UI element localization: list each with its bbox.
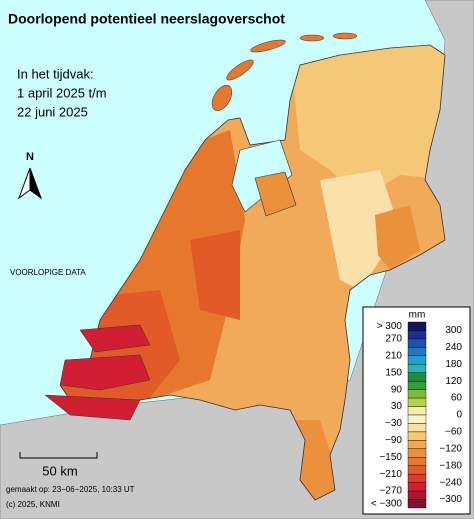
legend-label: 300	[445, 325, 462, 336]
north-arrow	[29, 167, 43, 200]
legend-label: −300	[439, 494, 462, 505]
legend-label: 270	[385, 334, 402, 345]
legend-label: −150	[379, 452, 402, 463]
legend-label: −90	[385, 435, 402, 446]
legend-swatch	[407, 457, 427, 466]
legend-swatch	[407, 440, 427, 450]
island	[299, 34, 325, 42]
legend-swatch	[407, 355, 427, 365]
legend-label: 90	[391, 384, 403, 395]
legend-label: −240	[439, 477, 462, 488]
legend-label: −120	[439, 443, 462, 454]
legend-swatch	[407, 482, 427, 492]
legend-label: < −300	[371, 498, 403, 509]
zeeland	[44, 324, 151, 421]
legend-swatch	[407, 372, 427, 382]
island	[59, 354, 151, 391]
footer-line: (c) 2025, KNMI	[6, 500, 60, 509]
period-line: In het tijdvak:	[17, 66, 94, 81]
legend-label: 30	[391, 401, 403, 412]
legend-swatch	[407, 423, 427, 433]
north-label: N	[26, 151, 34, 163]
scale-bar	[19, 452, 98, 459]
legend-swatch	[407, 414, 427, 424]
legend-label: −180	[439, 460, 462, 471]
legend-label: 0	[456, 410, 462, 421]
legend-label: 150	[385, 367, 402, 378]
period-line: 1 april 2025 t/m	[17, 85, 107, 100]
legend-swatch	[407, 347, 427, 357]
legend-swatch	[407, 321, 427, 331]
region-fill	[375, 205, 420, 270]
legend-label: 120	[445, 376, 462, 387]
legend-swatch	[407, 389, 427, 399]
legend-label: 210	[385, 350, 402, 361]
period-line: 22 juni 2025	[17, 104, 88, 119]
island	[211, 84, 233, 112]
flevoland	[254, 171, 297, 217]
title: Doorlopend potentieel neerslagoverschot	[8, 11, 285, 27]
island	[250, 39, 286, 53]
legend-swatch	[407, 465, 427, 475]
legend-label: −30	[385, 418, 402, 429]
region-fill	[190, 230, 240, 320]
island	[44, 394, 141, 421]
legend-swatch	[407, 448, 427, 458]
region-fill	[290, 45, 445, 200]
legend-swatch	[407, 380, 427, 390]
legend-label: −210	[379, 469, 402, 480]
legend-swatch	[407, 490, 427, 500]
legend-swatch	[407, 397, 427, 407]
footer-line: gemaakt op: 23−06−2025, 10:33 UT	[6, 485, 135, 494]
legend-swatch	[407, 473, 427, 483]
islands	[211, 32, 358, 112]
notice: VOORLOPIGE DATA	[10, 268, 86, 277]
legend-label: > 300	[377, 321, 403, 332]
legend-label: −60	[445, 427, 462, 438]
scale-label: 50 km	[42, 463, 77, 478]
legend: > 300 270 210 150 90 30 −30 −90 −150 −210 −270< −3…	[371, 321, 463, 510]
legend-swatch	[407, 499, 427, 509]
legend-label: 180	[445, 359, 462, 370]
island	[226, 59, 254, 81]
legend-label: −270	[379, 486, 402, 497]
legend-swatch	[407, 338, 427, 348]
island	[79, 324, 151, 353]
legend-swatch	[407, 406, 427, 416]
island	[332, 32, 358, 40]
legend-label: 240	[445, 342, 462, 353]
legend-swatch	[407, 431, 427, 441]
legend-unit: mm	[409, 310, 426, 321]
legend-swatch	[407, 330, 427, 340]
legend-label: 60	[451, 393, 463, 404]
region-fill	[320, 170, 400, 290]
legend-swatch	[407, 364, 427, 373]
